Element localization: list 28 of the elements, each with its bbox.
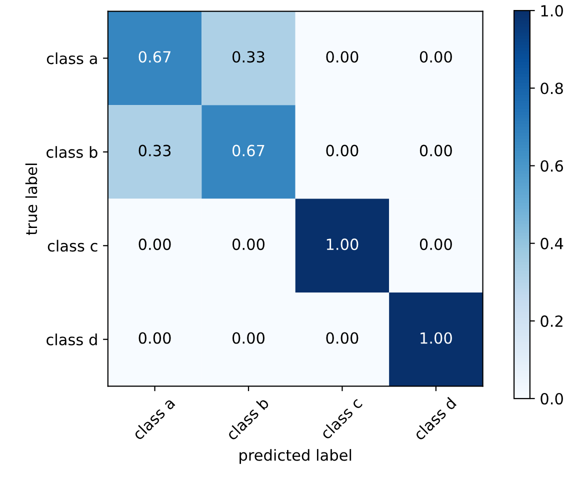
color-bar-label: 0.6 — [540, 160, 563, 172]
y-tick-label: class c — [48, 240, 98, 252]
data-label: 1.00 — [326, 238, 358, 250]
data-label: 0.00 — [420, 51, 452, 63]
color-bar-label: 0.2 — [540, 315, 562, 327]
data-label: 0.00 — [138, 238, 171, 250]
data-label: 0.00 — [326, 332, 358, 344]
y-tick-label: class a — [46, 52, 97, 64]
y-tick-label: class b — [46, 146, 98, 158]
color-bar-label: 0.4 — [540, 238, 564, 250]
data-label: 0.00 — [138, 332, 171, 344]
data-label: 0.67 — [138, 51, 170, 63]
y-tick-label: class d — [46, 334, 97, 346]
data-label: 0.00 — [232, 332, 264, 344]
y-axis-title: true label — [25, 164, 38, 235]
x-axis-title: predicted label — [240, 449, 352, 464]
color-bar-label: 0.8 — [540, 82, 563, 94]
color-bar-label: 0.0 — [540, 392, 563, 405]
data-label: 0.00 — [232, 238, 264, 250]
data-label: 0.33 — [138, 144, 171, 156]
data-label: 0.00 — [326, 51, 358, 63]
data-label: 0.33 — [232, 51, 264, 63]
data-label: 1.00 — [420, 332, 452, 344]
data-label: 0.00 — [326, 144, 358, 156]
color-bar-label: 1.0 — [541, 5, 563, 17]
data-label: 0.00 — [420, 238, 452, 250]
data-label: 0.00 — [420, 144, 452, 156]
data-label: 0.67 — [232, 144, 264, 156]
